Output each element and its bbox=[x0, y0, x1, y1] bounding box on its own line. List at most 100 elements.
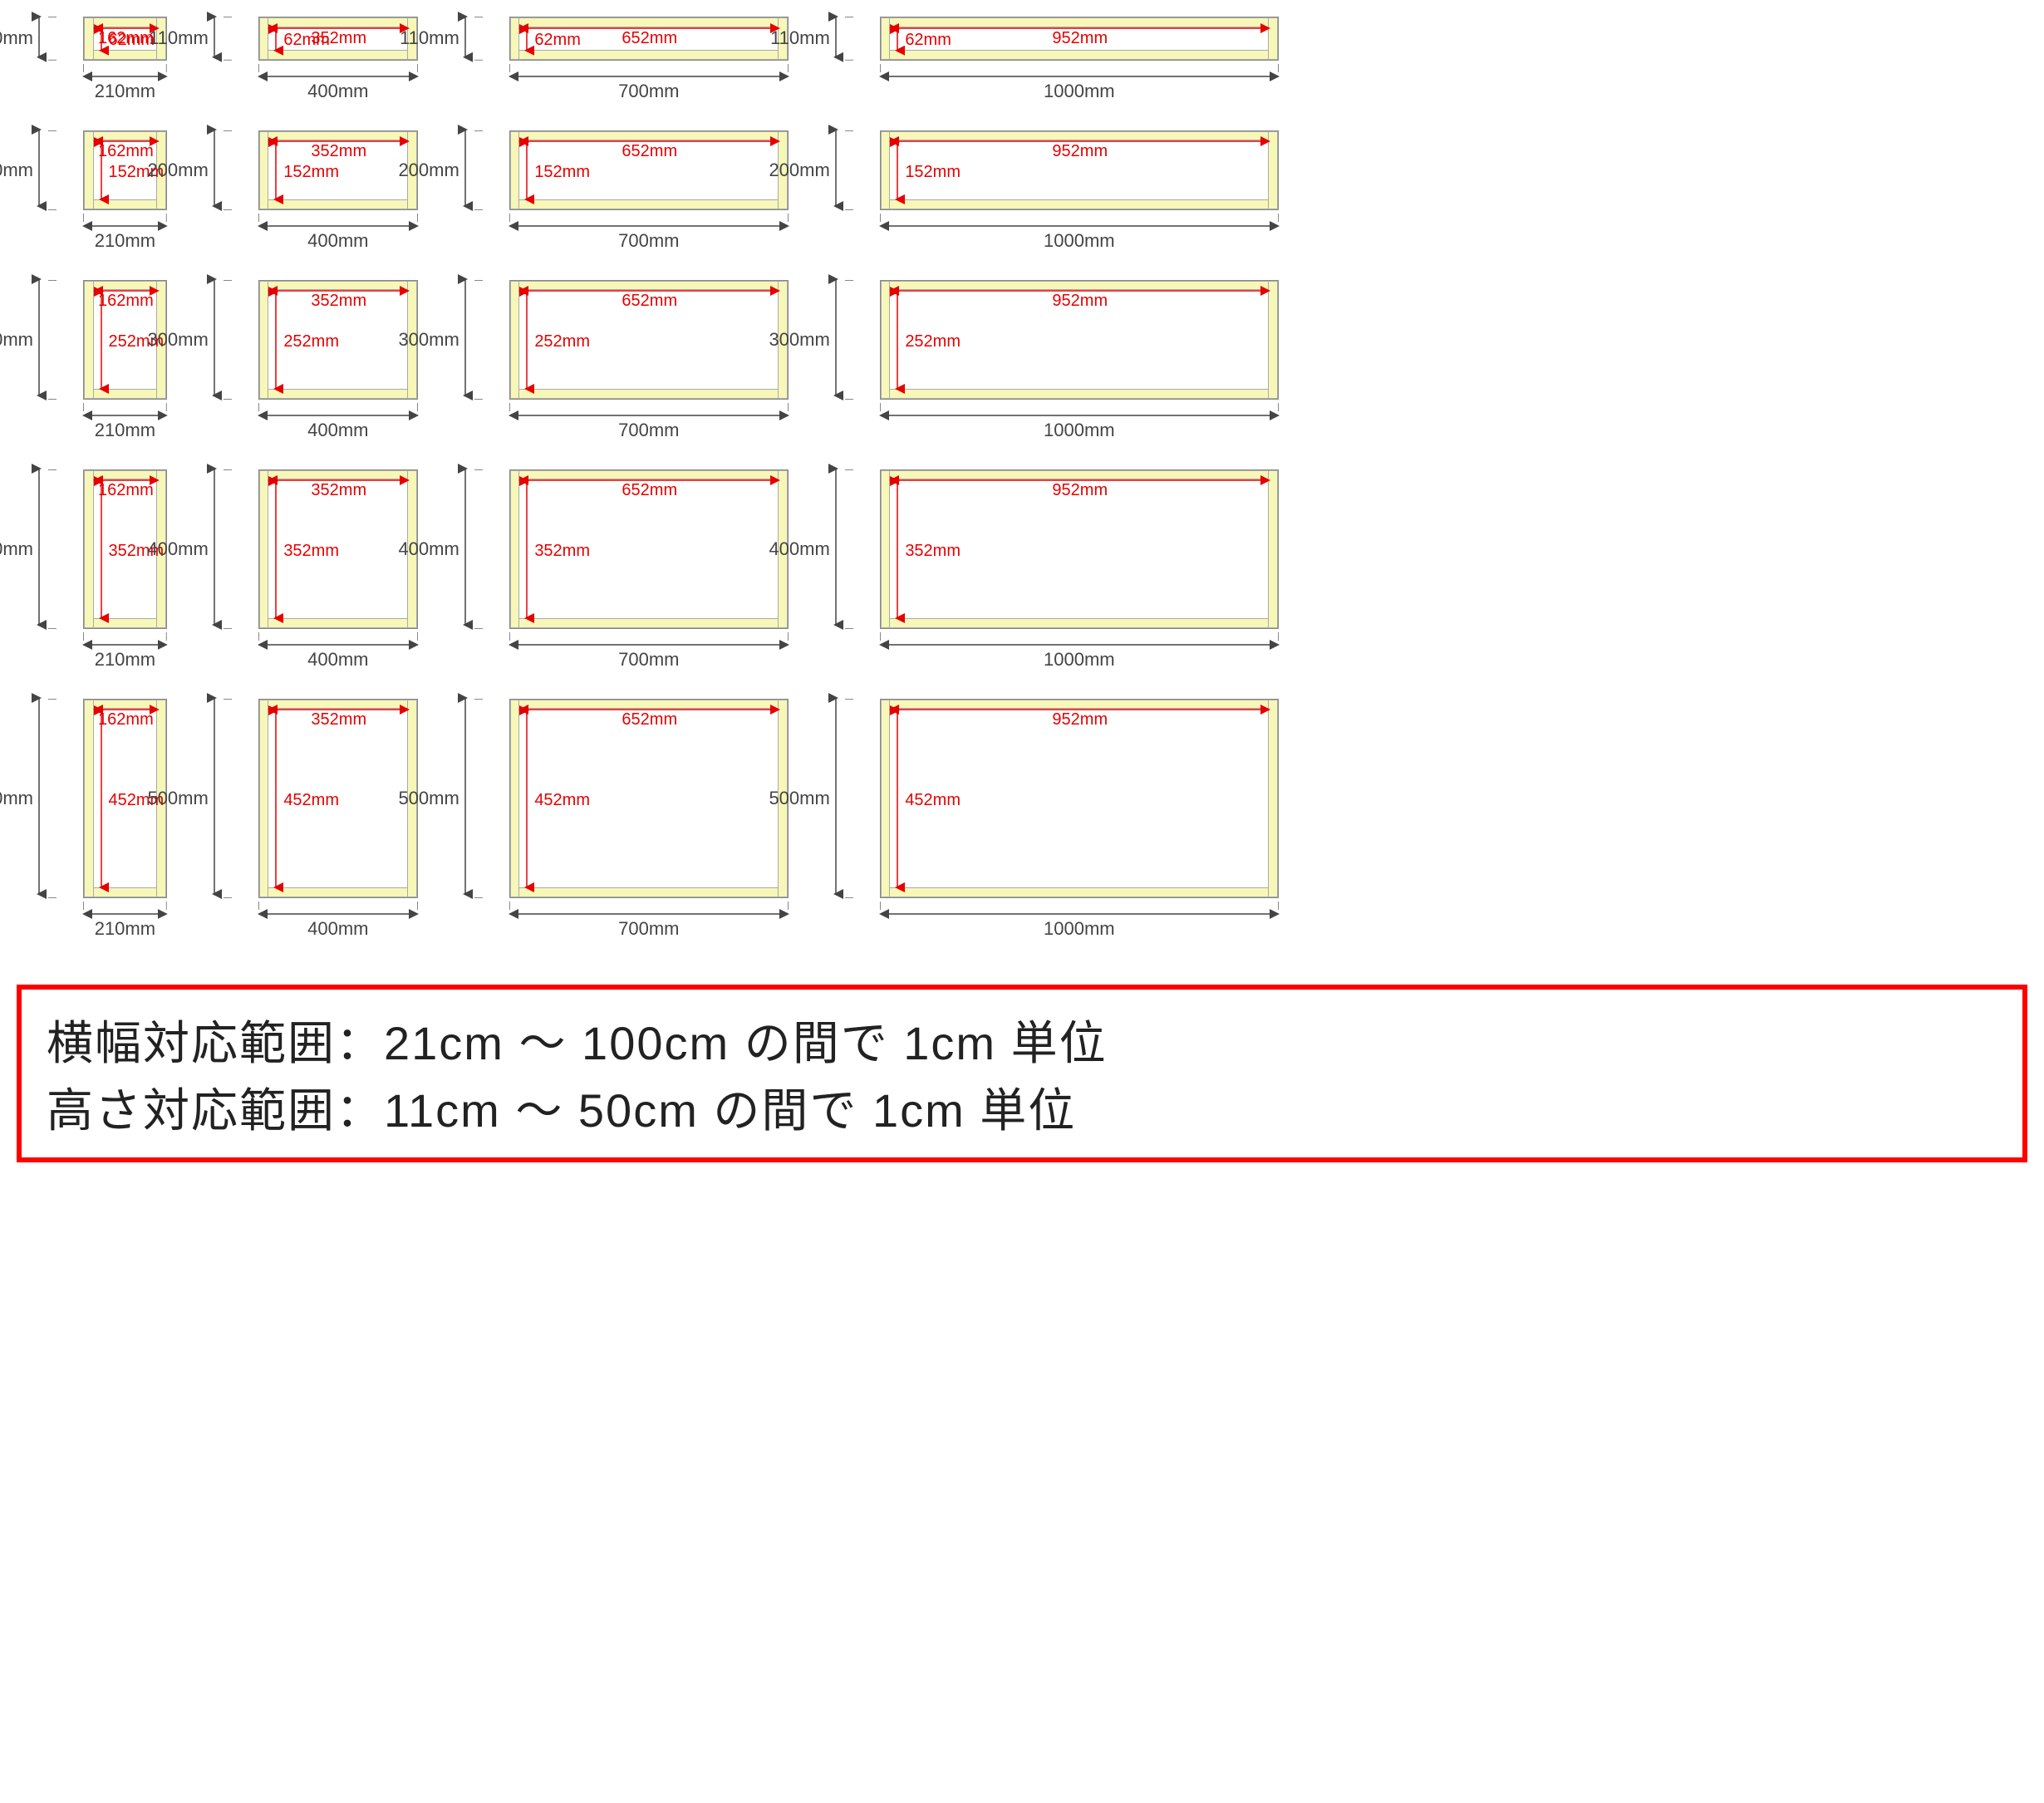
outer-width-label: 400mm bbox=[307, 420, 368, 441]
cell-top: 400mm 162mm 352mm bbox=[17, 469, 167, 629]
frame-wrap: 952mm 252mm bbox=[880, 280, 1279, 400]
outer-height-label: 300mm bbox=[0, 329, 33, 351]
frame-cell: 300mm 652mm 252mm bbox=[443, 280, 789, 428]
footer-box: 横幅対応範囲：21cm ～ 100cm の間で 1cm 単位 高さ対応範囲：11… bbox=[17, 985, 2027, 1162]
outer-width-dim: 1000mm bbox=[880, 634, 1279, 657]
inner-width-label: 952mm bbox=[1052, 142, 1108, 161]
inner-width-label: 952mm bbox=[1052, 292, 1108, 311]
outer-height-label: 110mm bbox=[400, 27, 459, 49]
inner-width-label: 352mm bbox=[311, 142, 366, 161]
inner-height-label: 252mm bbox=[283, 332, 339, 351]
outer-width-dim: 400mm bbox=[258, 634, 418, 657]
cell-top: 110mm 952mm 62mm bbox=[813, 17, 1279, 61]
outer-width-label: 210mm bbox=[95, 230, 155, 252]
outer-width-dim: 400mm bbox=[258, 405, 418, 428]
cell-top: 200mm 652mm 152mm bbox=[443, 130, 789, 210]
outer-height-label: 500mm bbox=[398, 788, 459, 809]
outer-width-dim: 210mm bbox=[83, 903, 167, 926]
outer-width-dim: 700mm bbox=[509, 66, 789, 89]
outer-width-dim: 1000mm bbox=[880, 215, 1279, 238]
frame-wrap: 352mm 352mm bbox=[258, 469, 418, 629]
outer-height-dim: 300mm bbox=[443, 280, 509, 400]
outer-height-dim: 500mm bbox=[813, 699, 880, 898]
inner-width-label: 162mm bbox=[98, 29, 154, 48]
outer-width-dim: 1000mm bbox=[880, 903, 1279, 926]
inner-height-label: 352mm bbox=[534, 542, 590, 561]
outer-height-dim: 200mm bbox=[192, 130, 258, 210]
frame-wrap: 352mm 252mm bbox=[258, 280, 418, 400]
outer-width-label: 210mm bbox=[95, 81, 155, 102]
inner-width-label: 652mm bbox=[622, 481, 677, 500]
frame: 952mm 352mm bbox=[880, 469, 1279, 629]
outer-height-dim: 200mm bbox=[443, 130, 509, 210]
outer-height-label: 400mm bbox=[398, 538, 459, 560]
outer-width-label: 400mm bbox=[307, 918, 368, 940]
cell-top: 110mm 162mm 62mm bbox=[17, 17, 167, 61]
diagram-row: 300mm 162mm 252mm bbox=[17, 280, 2027, 428]
outer-height-label: 200mm bbox=[769, 160, 829, 181]
outer-height-label: 400mm bbox=[147, 538, 208, 560]
inner-width-label: 352mm bbox=[311, 481, 366, 500]
frame-cell: 400mm 952mm 352mm bbox=[813, 469, 1279, 657]
inner-height-label: 252mm bbox=[905, 332, 961, 351]
outer-height-dim: 200mm bbox=[17, 130, 83, 210]
frame-cell: 500mm 352mm 452mm bbox=[192, 699, 418, 926]
outer-height-label: 300mm bbox=[769, 329, 829, 351]
cell-top: 300mm 162mm 252mm bbox=[17, 280, 167, 400]
inner-height-label: 152mm bbox=[534, 163, 590, 182]
outer-width-dim: 700mm bbox=[509, 215, 789, 238]
inner-width-label: 952mm bbox=[1052, 29, 1108, 48]
frame-cell: 500mm 952mm 452mm bbox=[813, 699, 1279, 926]
diagram-row: 400mm 162mm 352mm bbox=[17, 469, 2027, 657]
outer-height-label: 300mm bbox=[398, 329, 459, 351]
frame-cell: 300mm 162mm 252mm bbox=[17, 280, 167, 428]
outer-height-label: 500mm bbox=[147, 788, 208, 809]
frame: 952mm 452mm bbox=[880, 699, 1279, 898]
outer-height-dim: 300mm bbox=[192, 280, 258, 400]
outer-width-label: 1000mm bbox=[1044, 420, 1115, 441]
frame: 352mm 352mm bbox=[258, 469, 418, 629]
outer-width-label: 700mm bbox=[618, 918, 679, 940]
cell-top: 300mm 652mm 252mm bbox=[443, 280, 789, 400]
outer-width-label: 1000mm bbox=[1044, 649, 1115, 671]
inner-height-label: 352mm bbox=[905, 542, 961, 561]
inner-width-label: 652mm bbox=[622, 292, 677, 311]
frame-wrap: 352mm 452mm bbox=[258, 699, 418, 898]
outer-width-dim: 400mm bbox=[258, 903, 418, 926]
outer-width-dim: 1000mm bbox=[880, 405, 1279, 428]
inner-width-label: 952mm bbox=[1052, 710, 1108, 730]
inner-width-label: 352mm bbox=[311, 29, 366, 48]
outer-height-label: 500mm bbox=[769, 788, 829, 809]
outer-width-label: 700mm bbox=[618, 420, 679, 441]
cell-top: 200mm 352mm 152mm bbox=[192, 130, 418, 210]
inner-width-label: 352mm bbox=[311, 292, 366, 311]
frame-cell: 200mm 352mm 152mm bbox=[192, 130, 418, 238]
inner-height-label: 152mm bbox=[905, 163, 961, 182]
inner-width-label: 652mm bbox=[622, 142, 677, 161]
frame-cell: 110mm 352mm 62mm bbox=[192, 17, 418, 89]
outer-height-dim: 200mm bbox=[813, 130, 880, 210]
frame-cell: 500mm 652mm 452mm bbox=[443, 699, 789, 926]
frame-cell: 300mm 952mm 252mm bbox=[813, 280, 1279, 428]
outer-height-label: 200mm bbox=[0, 160, 33, 181]
outer-height-dim: 300mm bbox=[17, 280, 83, 400]
frame: 352mm 252mm bbox=[258, 280, 418, 400]
outer-height-label: 200mm bbox=[147, 160, 208, 181]
frame-cell: 110mm 652mm 62mm bbox=[443, 17, 789, 89]
outer-width-dim: 1000mm bbox=[880, 66, 1279, 89]
frame: 652mm 62mm bbox=[509, 17, 789, 61]
frame-cell: 400mm 652mm 352mm bbox=[443, 469, 789, 657]
outer-width-dim: 400mm bbox=[258, 66, 418, 89]
outer-height-dim: 500mm bbox=[17, 699, 83, 898]
inner-height-label: 352mm bbox=[283, 542, 339, 561]
frame-cell: 400mm 162mm 352mm bbox=[17, 469, 167, 657]
outer-height-dim: 400mm bbox=[443, 469, 509, 629]
frame-cell: 200mm 162mm 152mm bbox=[17, 130, 167, 238]
diagram-grid: 110mm 162mm 62mm bbox=[0, 0, 2044, 976]
inner-height-label: 62mm bbox=[109, 31, 155, 50]
frame-wrap: 952mm 62mm bbox=[880, 17, 1279, 61]
frame-wrap: 952mm 352mm bbox=[880, 469, 1279, 629]
outer-height-label: 300mm bbox=[147, 329, 208, 351]
outer-width-dim: 210mm bbox=[83, 66, 167, 89]
cell-top: 110mm 352mm 62mm bbox=[192, 17, 418, 61]
